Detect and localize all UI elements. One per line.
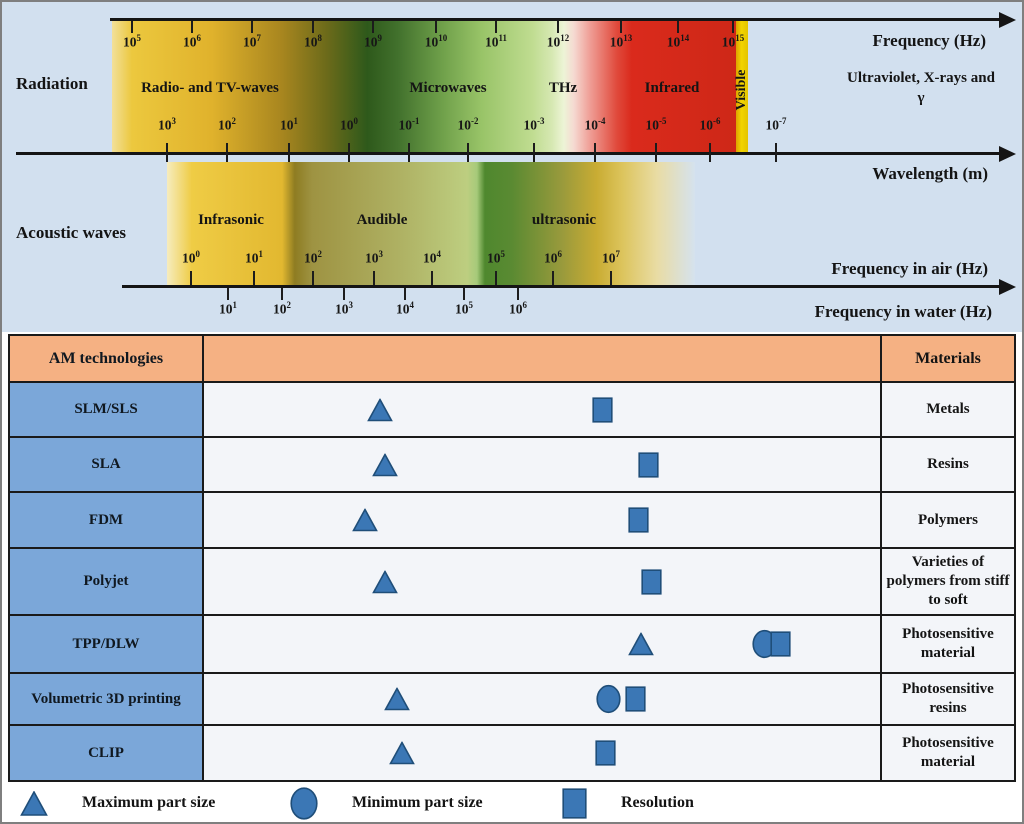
ultraviolet-note: Ultraviolet, X-rays and γ xyxy=(836,69,1006,108)
symbol-cell xyxy=(204,726,882,780)
material-cell: Polymers xyxy=(918,511,978,528)
material-cell: Metals xyxy=(926,401,970,418)
water-frequency-tick-label: 103 xyxy=(335,300,353,317)
symbol-cell xyxy=(204,674,882,724)
max-part-size-marker xyxy=(372,569,399,593)
radiation-row-label: Radiation xyxy=(16,74,88,93)
material-cell: Resins xyxy=(927,456,969,473)
tech-cell: FDM xyxy=(10,493,204,547)
max-part-size-marker xyxy=(352,507,378,532)
tech-cell: Volumetric 3D printing xyxy=(10,674,204,724)
legend-label: Minimum part size xyxy=(352,794,483,811)
table-header-row: AM technologies Materials xyxy=(10,336,1014,383)
table-row: Polyjet Varieties of polymers from stiff … xyxy=(10,549,1014,616)
acoustic-waves-row-label: Acoustic waves xyxy=(16,223,127,242)
legend-item: Minimum part size xyxy=(290,782,483,822)
max-part-size-marker xyxy=(383,686,410,711)
material-cell: Photosensitive resins xyxy=(902,681,994,716)
radiation-spectrum-band xyxy=(112,21,736,152)
water-frequency-tick-label: 102 xyxy=(273,300,291,317)
water-frequency-tick-label: 104 xyxy=(396,300,414,317)
legend-item: Maximum part size xyxy=(20,782,216,822)
air-frequency-axis-arrow-icon xyxy=(999,279,1016,295)
symbol-cell xyxy=(204,383,882,436)
legend-square-icon xyxy=(562,787,587,819)
water-frequency-tick xyxy=(463,288,465,300)
frequency-axis xyxy=(110,18,1000,21)
table-row: SLM/SLS Metals xyxy=(10,383,1014,438)
material-cell: Varieties of polymers from stiff to soft xyxy=(886,554,1010,608)
legend-bar: Maximum part size Minimum part size Resolu… xyxy=(2,782,1022,822)
acoustic-spectrum-band xyxy=(167,162,695,285)
table-row: SLA Resins xyxy=(10,438,1014,493)
table-row: TPP/DLW Photosensitive material xyxy=(10,616,1014,674)
water-frequency-axis-label: Frequency in water (Hz) xyxy=(814,302,992,321)
symbol-cell xyxy=(204,616,882,672)
air-frequency-axis xyxy=(122,285,1000,288)
ultraviolet-note-line2: γ xyxy=(917,89,925,106)
air-frequency-axis-label: Frequency in air (Hz) xyxy=(831,259,988,278)
max-part-size-marker xyxy=(366,397,393,421)
tech-cell: SLA xyxy=(10,438,204,491)
header-am-technologies: AM technologies xyxy=(10,336,204,381)
table-row: Volumetric 3D printing Photosensitive res… xyxy=(10,674,1014,726)
water-frequency-tick xyxy=(517,288,519,300)
water-frequency-tick-label: 106 xyxy=(509,300,527,317)
max-part-size-marker xyxy=(628,631,655,656)
spectrum-panel: 105 106 107 108 109 1010 1011 1012 1013 1014 1015 … xyxy=(2,2,1022,332)
resolution-marker xyxy=(592,396,613,423)
tech-cell: Polyjet xyxy=(10,549,204,614)
symbol-cell xyxy=(204,438,882,491)
water-frequency-tick-label: 101 xyxy=(219,300,237,317)
tech-cell: TPP/DLW xyxy=(10,616,204,672)
frequency-axis-arrow-icon xyxy=(999,12,1016,28)
header-materials: Materials xyxy=(882,336,1014,381)
legend-label: Resolution xyxy=(621,794,694,811)
am-technologies-table: AM technologies Materials SLM/SLS Metals S… xyxy=(8,334,1016,782)
visible-light-stripe xyxy=(736,21,748,152)
min-part-size-marker xyxy=(596,684,622,714)
visible-band-label: Visible xyxy=(734,69,749,111)
wavelength-tick-label: 10-7 xyxy=(765,116,787,133)
table-row: CLIP Photosensitive material xyxy=(10,726,1014,780)
max-part-size-marker xyxy=(389,740,415,765)
legend-label: Maximum part size xyxy=(82,794,216,811)
tech-cell: SLM/SLS xyxy=(10,383,204,436)
legend-triangle-icon xyxy=(20,789,48,816)
material-cell: Photosensitive material xyxy=(902,626,994,661)
symbol-cell xyxy=(204,549,882,614)
material-cell: Photosensitive material xyxy=(902,735,994,770)
max-part-size-marker xyxy=(372,452,399,476)
legend-item: Resolution xyxy=(562,782,694,822)
resolution-marker xyxy=(595,740,616,766)
resolution-marker xyxy=(641,568,662,595)
legend-circle-icon xyxy=(290,786,318,820)
wavelength-axis-arrow-icon xyxy=(999,146,1016,162)
wavelength-axis xyxy=(16,152,1000,155)
water-frequency-tick xyxy=(227,288,229,300)
resolution-marker xyxy=(625,686,646,712)
table-row: FDM Polymers xyxy=(10,493,1014,549)
water-frequency-tick-label: 105 xyxy=(455,300,473,317)
symbol-cell xyxy=(204,493,882,547)
header-symbol-column xyxy=(204,336,882,381)
resolution-marker xyxy=(638,451,659,478)
water-frequency-tick xyxy=(404,288,406,300)
water-frequency-tick xyxy=(343,288,345,300)
ultraviolet-note-line1: Ultraviolet, X-rays and xyxy=(847,70,995,86)
water-frequency-tick xyxy=(281,288,283,300)
wavelength-axis-label: Wavelength (m) xyxy=(872,164,988,183)
tech-cell: CLIP xyxy=(10,726,204,780)
resolution-marker xyxy=(628,507,649,533)
frequency-axis-label: Frequency (Hz) xyxy=(872,31,986,50)
resolution-marker xyxy=(770,631,791,657)
